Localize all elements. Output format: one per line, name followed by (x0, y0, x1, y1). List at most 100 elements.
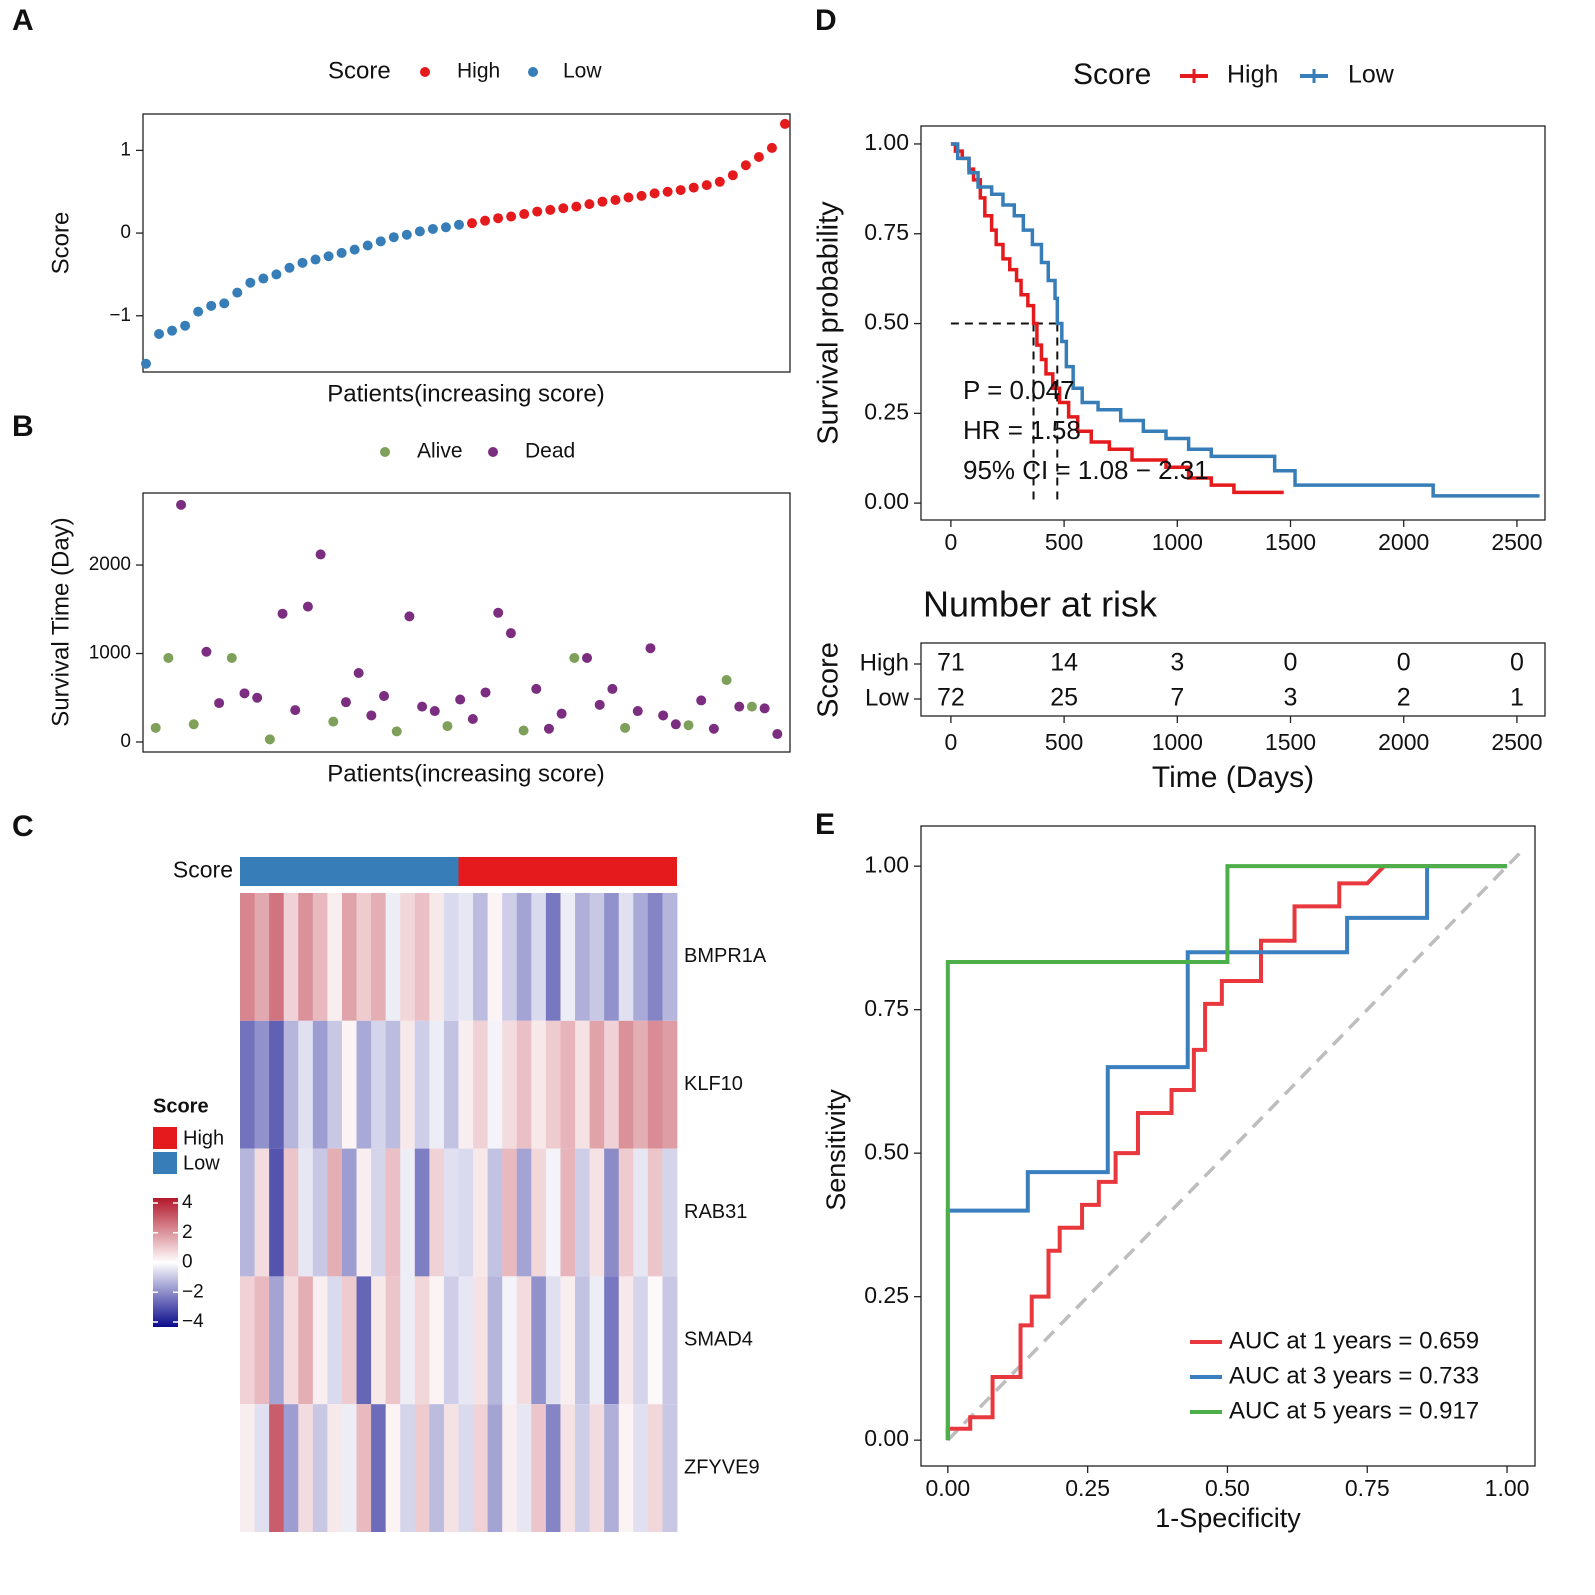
point (245, 277, 256, 288)
heat-cell (545, 1020, 561, 1149)
point (480, 215, 491, 226)
point (493, 607, 504, 618)
panel-label: E (815, 808, 835, 841)
point (734, 701, 745, 712)
y-tick-label: 1.00 (864, 129, 909, 155)
heat-cell (312, 1020, 328, 1149)
point (649, 188, 660, 199)
point (582, 652, 593, 663)
heat-cell (400, 1404, 416, 1532)
point (375, 236, 386, 247)
heat-cell (516, 1148, 532, 1277)
point (193, 306, 204, 317)
point (214, 698, 225, 709)
x-tick-label: 2500 (1491, 729, 1542, 755)
heat-cell (662, 1276, 678, 1405)
point (714, 176, 725, 187)
point (180, 320, 191, 331)
heat-cell (502, 1404, 518, 1532)
point (271, 269, 282, 280)
heat-cell (502, 893, 518, 1021)
point (584, 199, 595, 210)
heat-cell (604, 1020, 620, 1149)
x-tick-label: 0.25 (1065, 1475, 1110, 1501)
heat-cell (371, 893, 387, 1021)
heat-cell (254, 1020, 270, 1149)
point (766, 142, 777, 153)
point (315, 549, 326, 560)
heat-cell (589, 1404, 605, 1532)
annotation-title: Score (173, 857, 233, 883)
heat-cell (575, 893, 590, 1021)
heat-cell (458, 1404, 474, 1532)
point (662, 186, 673, 197)
heat-cell (429, 1404, 445, 1532)
heat-cell (575, 1020, 590, 1149)
heat-cell (385, 1148, 401, 1277)
heat-cell (560, 893, 576, 1021)
heat-cell (575, 1276, 590, 1405)
point (362, 240, 373, 251)
heat-cell (575, 1404, 590, 1532)
heat-cell (283, 1276, 299, 1405)
point (558, 203, 569, 214)
point (519, 209, 530, 220)
y-tick-label: 1 (120, 139, 131, 160)
point (708, 723, 719, 734)
heat-cell (589, 1148, 605, 1277)
x-tick-label: 500 (1045, 729, 1083, 755)
point (658, 710, 669, 721)
point (150, 722, 161, 733)
x-tick-label: 1500 (1265, 729, 1316, 755)
point (404, 611, 415, 622)
risk-y-label: Score (813, 642, 845, 718)
heat-cell (341, 893, 357, 1021)
heat-cell (647, 1404, 663, 1532)
point (620, 722, 631, 733)
point (455, 694, 466, 705)
heat-cell (269, 1404, 285, 1532)
point (427, 223, 438, 234)
heat-cell (502, 1020, 518, 1149)
heat-cell (618, 1404, 634, 1532)
heat-cell (400, 1148, 416, 1277)
legend-marker (380, 447, 390, 457)
heat-cell (662, 1020, 678, 1149)
point (366, 710, 377, 721)
point (239, 688, 250, 699)
heat-cell (240, 1276, 255, 1405)
legend-label: Low (563, 60, 602, 83)
point (417, 701, 428, 712)
heat-cell (240, 1148, 255, 1277)
x-tick-label: 0 (944, 529, 957, 555)
y-tick-label: 0.75 (864, 219, 909, 245)
heat-cell (647, 1020, 663, 1149)
point (753, 152, 764, 162)
x-axis-label: Patients(increasing score) (327, 380, 604, 407)
risk-frame (920, 642, 1546, 717)
heat-cell (254, 1276, 270, 1405)
heat-cell (269, 893, 285, 1021)
point (277, 608, 288, 619)
point (493, 213, 504, 224)
heat-cell (240, 1404, 255, 1532)
legend-label: AUC at 3 years = 0.733 (1229, 1362, 1479, 1389)
x-tick-label: 0.00 (925, 1475, 970, 1501)
point (206, 300, 217, 311)
risk-value: 0 (1397, 649, 1411, 677)
x-tick-label: 2000 (1378, 729, 1429, 755)
heat-cell (327, 1276, 343, 1405)
heat-cell (298, 1404, 314, 1532)
legend-label: Alive (417, 440, 463, 463)
heat-cell (385, 1404, 401, 1532)
point (219, 298, 230, 309)
heat-cell (487, 1148, 503, 1277)
point (284, 262, 295, 273)
heat-cell (429, 1276, 445, 1405)
heat-cell (341, 1148, 357, 1277)
point (683, 720, 694, 731)
point (336, 247, 347, 258)
panel-label: C (12, 810, 34, 843)
y-tick-label: 0.50 (864, 1138, 909, 1164)
x-tick-label: 2000 (1378, 529, 1429, 555)
